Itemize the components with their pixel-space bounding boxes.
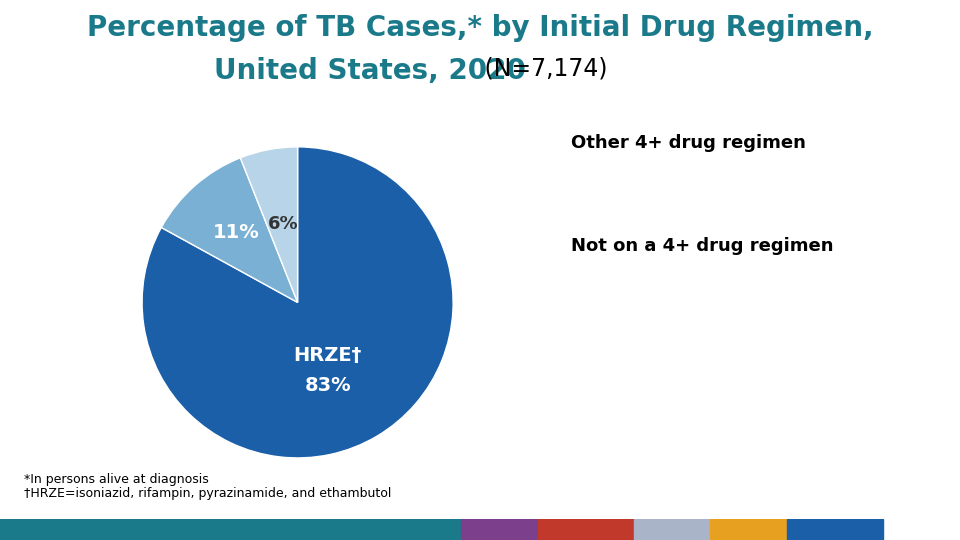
- Text: Other 4+ drug regimen: Other 4+ drug regimen: [571, 134, 806, 152]
- Text: HRZE†: HRZE†: [294, 346, 362, 365]
- Text: (N=7,174): (N=7,174): [477, 57, 608, 80]
- Wedge shape: [240, 147, 298, 302]
- Bar: [538, 519, 634, 540]
- Text: 11%: 11%: [212, 223, 259, 242]
- Text: Percentage of TB Cases,* by Initial Drug Regimen,: Percentage of TB Cases,* by Initial Drug…: [86, 14, 874, 42]
- Text: United States, 2020: United States, 2020: [214, 57, 525, 85]
- Wedge shape: [142, 147, 453, 458]
- Text: 6%: 6%: [268, 215, 298, 233]
- Bar: [787, 519, 883, 540]
- Bar: [634, 519, 710, 540]
- Text: *In persons alive at diagnosis: *In persons alive at diagnosis: [24, 472, 208, 485]
- Bar: [0, 519, 461, 540]
- Wedge shape: [161, 158, 298, 302]
- Text: 83%: 83%: [304, 376, 351, 395]
- Bar: [710, 519, 787, 540]
- Text: †HRZE=isoniazid, rifampin, pyrazinamide, and ethambutol: †HRZE=isoniazid, rifampin, pyrazinamide,…: [24, 487, 392, 500]
- Text: Not on a 4+ drug regimen: Not on a 4+ drug regimen: [571, 237, 833, 255]
- Bar: [461, 519, 538, 540]
